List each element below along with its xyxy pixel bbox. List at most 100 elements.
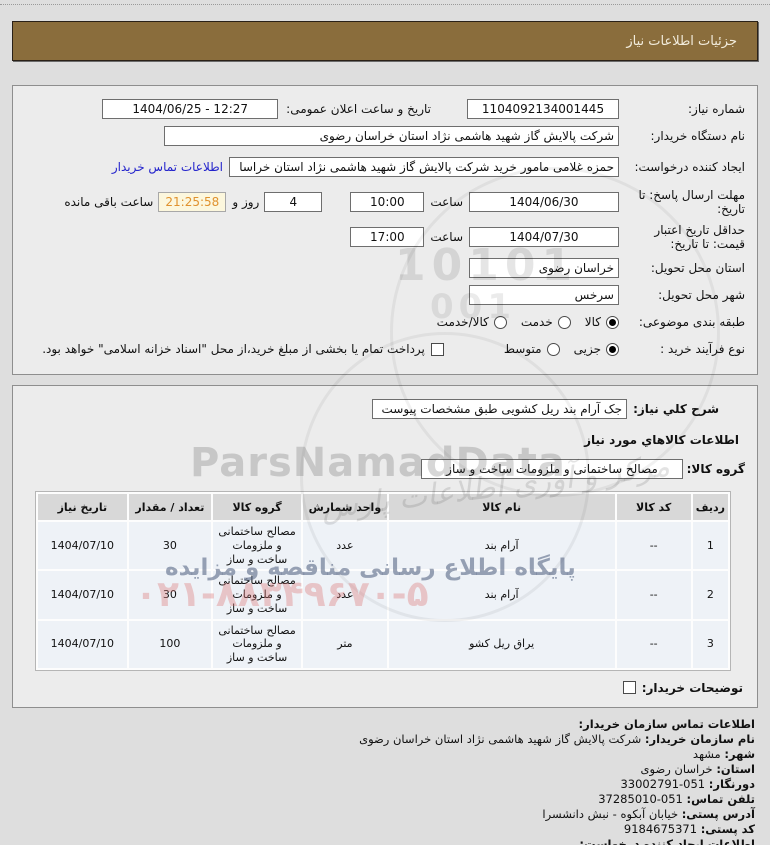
cell-name: یراق ریل کشو xyxy=(388,620,615,668)
contact-line: استان: خراسان رضوی xyxy=(640,761,756,776)
need-summary-row: شرح کلي نياز: جک آرام بند ریل کشویی طبق … xyxy=(19,397,751,421)
cell-date: 1404/07/10 xyxy=(38,620,127,668)
buyer-contact-section: اطلاعات تماس سازمان خریدار: نام سازمان خ… xyxy=(15,717,755,845)
goods-info-heading: اطلاعات کالاهاي مورد نياز xyxy=(584,433,739,447)
buyer-org-row: نام دستگاه خریدار: شرکت پالایش گاز شهید … xyxy=(19,124,751,148)
contact-heading: اطلاعات تماس سازمان خریدار: xyxy=(578,716,755,731)
col-header-unit: واحد شمارش xyxy=(302,494,387,520)
contact-line: اطلاعات ایجاد کننده درخواست: xyxy=(15,837,755,845)
creator-input[interactable]: حمزه غلامی مامور خرید شرکت پالایش گاز شه… xyxy=(229,157,619,177)
radio-category-service[interactable] xyxy=(557,315,571,329)
radio-category-goods-service[interactable] xyxy=(493,315,507,329)
goods-panel: شرح کلي نياز: جک آرام بند ریل کشویی طبق … xyxy=(12,385,758,708)
buyer-notes-label: توضیحات خریدار: xyxy=(641,680,743,695)
col-header-group: گروه کالا xyxy=(213,494,301,520)
contact-line: تلفن تماس: 37285010-051 xyxy=(598,791,755,806)
cell-code: -- xyxy=(616,620,691,668)
goods-group-row: گروه کالا: مصالح ساختمانی و ملزومات ساخت… xyxy=(19,457,751,481)
price-validity-date-input[interactable]: 1404/07/30 xyxy=(469,227,619,247)
cell-row: 2 xyxy=(692,571,728,619)
col-header-qty: تعداد / مقدار xyxy=(128,494,212,520)
reply-hour-label: ساعت xyxy=(430,195,463,209)
goods-table-header-row: ردیف کد کالا نام کالا واحد شمارش گروه کا… xyxy=(38,494,728,520)
category-goods-label: کالا xyxy=(584,315,601,329)
delivery-city-label: شهر محل تحویل: xyxy=(658,287,745,302)
radio-process-minor[interactable] xyxy=(606,342,619,356)
need-summary-input[interactable]: جک آرام بند ریل کشویی طبق مشخصات پیوست xyxy=(372,399,628,419)
creator-row: ایجاد کننده درخواست: حمزه غلامی مامور خر… xyxy=(19,151,751,183)
price-hour-label: ساعت xyxy=(430,230,463,244)
contact-line: آدرس پستی: خیابان آبکوه - نبش دانشسرا xyxy=(542,806,755,821)
buyer-org-label: نام دستگاه خریدار: xyxy=(650,128,746,143)
process-medium-label: متوسط xyxy=(503,342,542,356)
announce-datetime-input[interactable]: 1404/06/25 - 12:27 xyxy=(102,99,279,119)
contact-line: دورنگار: 33002791-051 xyxy=(620,776,755,791)
table-row: 2 -- آرام بند عدد مصالح ساختمانی و ملزوم… xyxy=(38,571,728,619)
table-row: 3 -- یراق ریل کشو متر مصالح ساختمانی و م… xyxy=(38,620,728,668)
cell-name: آرام بند xyxy=(388,571,615,619)
delivery-province-input[interactable]: خراسان رضوی xyxy=(469,258,619,278)
treasury-checkbox[interactable] xyxy=(430,342,444,356)
contact-line: شهر: مشهد xyxy=(692,746,755,761)
buyer-contact-link[interactable]: اطلاعات تماس خریدار xyxy=(111,160,223,174)
category-service-label: خدمت xyxy=(520,315,553,329)
cell-code: -- xyxy=(616,522,691,570)
radio-process-medium[interactable] xyxy=(546,342,560,356)
cell-qty: 30 xyxy=(128,571,212,619)
need-summary-label: شرح کلي نياز: xyxy=(633,402,719,416)
reply-deadline-row: مهلت ارسال پاسخ: تا تاریخ: 1404/06/30 سا… xyxy=(19,186,751,218)
days-remaining-input[interactable]: 4 xyxy=(264,192,323,212)
need-details-panel: شماره نیاز: 1104092134001445 تاریخ و ساع… xyxy=(12,85,758,375)
announce-datetime-label: تاریخ و ساعت اعلان عمومی: xyxy=(286,102,431,116)
cell-date: 1404/07/10 xyxy=(38,571,127,619)
col-header-name: نام کالا xyxy=(388,494,615,520)
page-title-bar: جزئیات اطلاعات نیاز xyxy=(12,21,758,61)
cell-qty: 30 xyxy=(128,522,212,570)
cell-group: مصالح ساختمانی و ملزومات ساخت و ساز xyxy=(213,620,301,668)
category-goods-service-label: کالا/خدمت xyxy=(436,315,489,329)
cell-row: 3 xyxy=(692,620,728,668)
radio-category-goods[interactable] xyxy=(606,315,619,329)
remaining-suffix-label: ساعت باقی مانده xyxy=(64,195,154,209)
need-number-input[interactable]: 1104092134001445 xyxy=(467,99,619,119)
reply-deadline-time-input[interactable]: 10:00 xyxy=(350,192,425,212)
cell-unit: متر xyxy=(302,620,387,668)
price-validity-time-input[interactable]: 17:00 xyxy=(350,227,425,247)
delivery-city-row: شهر محل تحویل: سرخس xyxy=(19,283,751,307)
time-remaining-countdown: 21:25:58 xyxy=(158,192,227,212)
cell-qty: 100 xyxy=(128,620,212,668)
col-header-row: ردیف xyxy=(692,494,728,520)
days-and-label: روز و xyxy=(232,195,260,209)
contact-line: نام سازمان خریدار: شرکت پالایش گاز شهید … xyxy=(359,731,755,746)
category-row: طبقه بندی موضوعی: کالا خدمت کالا/خدمت xyxy=(19,310,751,334)
cell-group: مصالح ساختمانی و ملزومات ساخت و ساز xyxy=(213,571,301,619)
cell-row: 1 xyxy=(692,522,728,570)
delivery-province-label: استان محل تحویل: xyxy=(650,260,745,275)
contact-line: اطلاعات تماس سازمان خریدار: xyxy=(15,717,755,732)
category-label: طبقه بندی موضوعی: xyxy=(638,314,745,329)
creator-label: ایجاد کننده درخواست: xyxy=(634,159,745,174)
cell-date: 1404/07/10 xyxy=(38,522,127,570)
goods-table-wrapper: ردیف کد کالا نام کالا واحد شمارش گروه کا… xyxy=(35,491,731,671)
need-number-label: شماره نیاز: xyxy=(688,101,745,116)
goods-group-input[interactable]: مصالح ساختمانی و ملزومات ساخت و ساز xyxy=(421,459,683,479)
process-type-row: نوع فرآیند خرید : جزیی متوسط پرداخت تمام… xyxy=(19,337,751,361)
price-validity-row: حداقل تاریخ اعتبار قیمت: تا تاریخ: 1404/… xyxy=(19,221,751,253)
reply-deadline-date-input[interactable]: 1404/06/30 xyxy=(469,192,619,212)
table-row: 1 -- آرام بند عدد مصالح ساختمانی و ملزوم… xyxy=(38,522,728,570)
treasury-checkbox-label: پرداخت تمام یا بخشی از مبلغ خرید،از محل … xyxy=(42,342,425,356)
creator-contact-heading: اطلاعات ایجاد کننده درخواست: xyxy=(579,836,755,845)
cell-name: آرام بند xyxy=(388,522,615,570)
cell-unit: عدد xyxy=(302,571,387,619)
cell-unit: عدد xyxy=(302,522,387,570)
reply-deadline-label: مهلت ارسال پاسخ: تا تاریخ: xyxy=(638,187,745,216)
buyer-notes-checkbox[interactable] xyxy=(622,681,636,695)
col-header-date: تاریخ نیاز xyxy=(38,494,127,520)
process-type-label: نوع فرآیند خرید : xyxy=(660,341,745,356)
delivery-province-row: استان محل تحویل: خراسان رضوی xyxy=(19,256,751,280)
page-title: جزئیات اطلاعات نیاز xyxy=(626,33,737,49)
buyer-org-input[interactable]: شرکت پالایش گاز شهید هاشمی نژاد استان خر… xyxy=(164,126,619,146)
goods-table: ردیف کد کالا نام کالا واحد شمارش گروه کا… xyxy=(36,492,730,670)
delivery-city-input[interactable]: سرخس xyxy=(469,285,619,305)
cell-group: مصالح ساختمانی و ملزومات ساخت و ساز xyxy=(213,522,301,570)
